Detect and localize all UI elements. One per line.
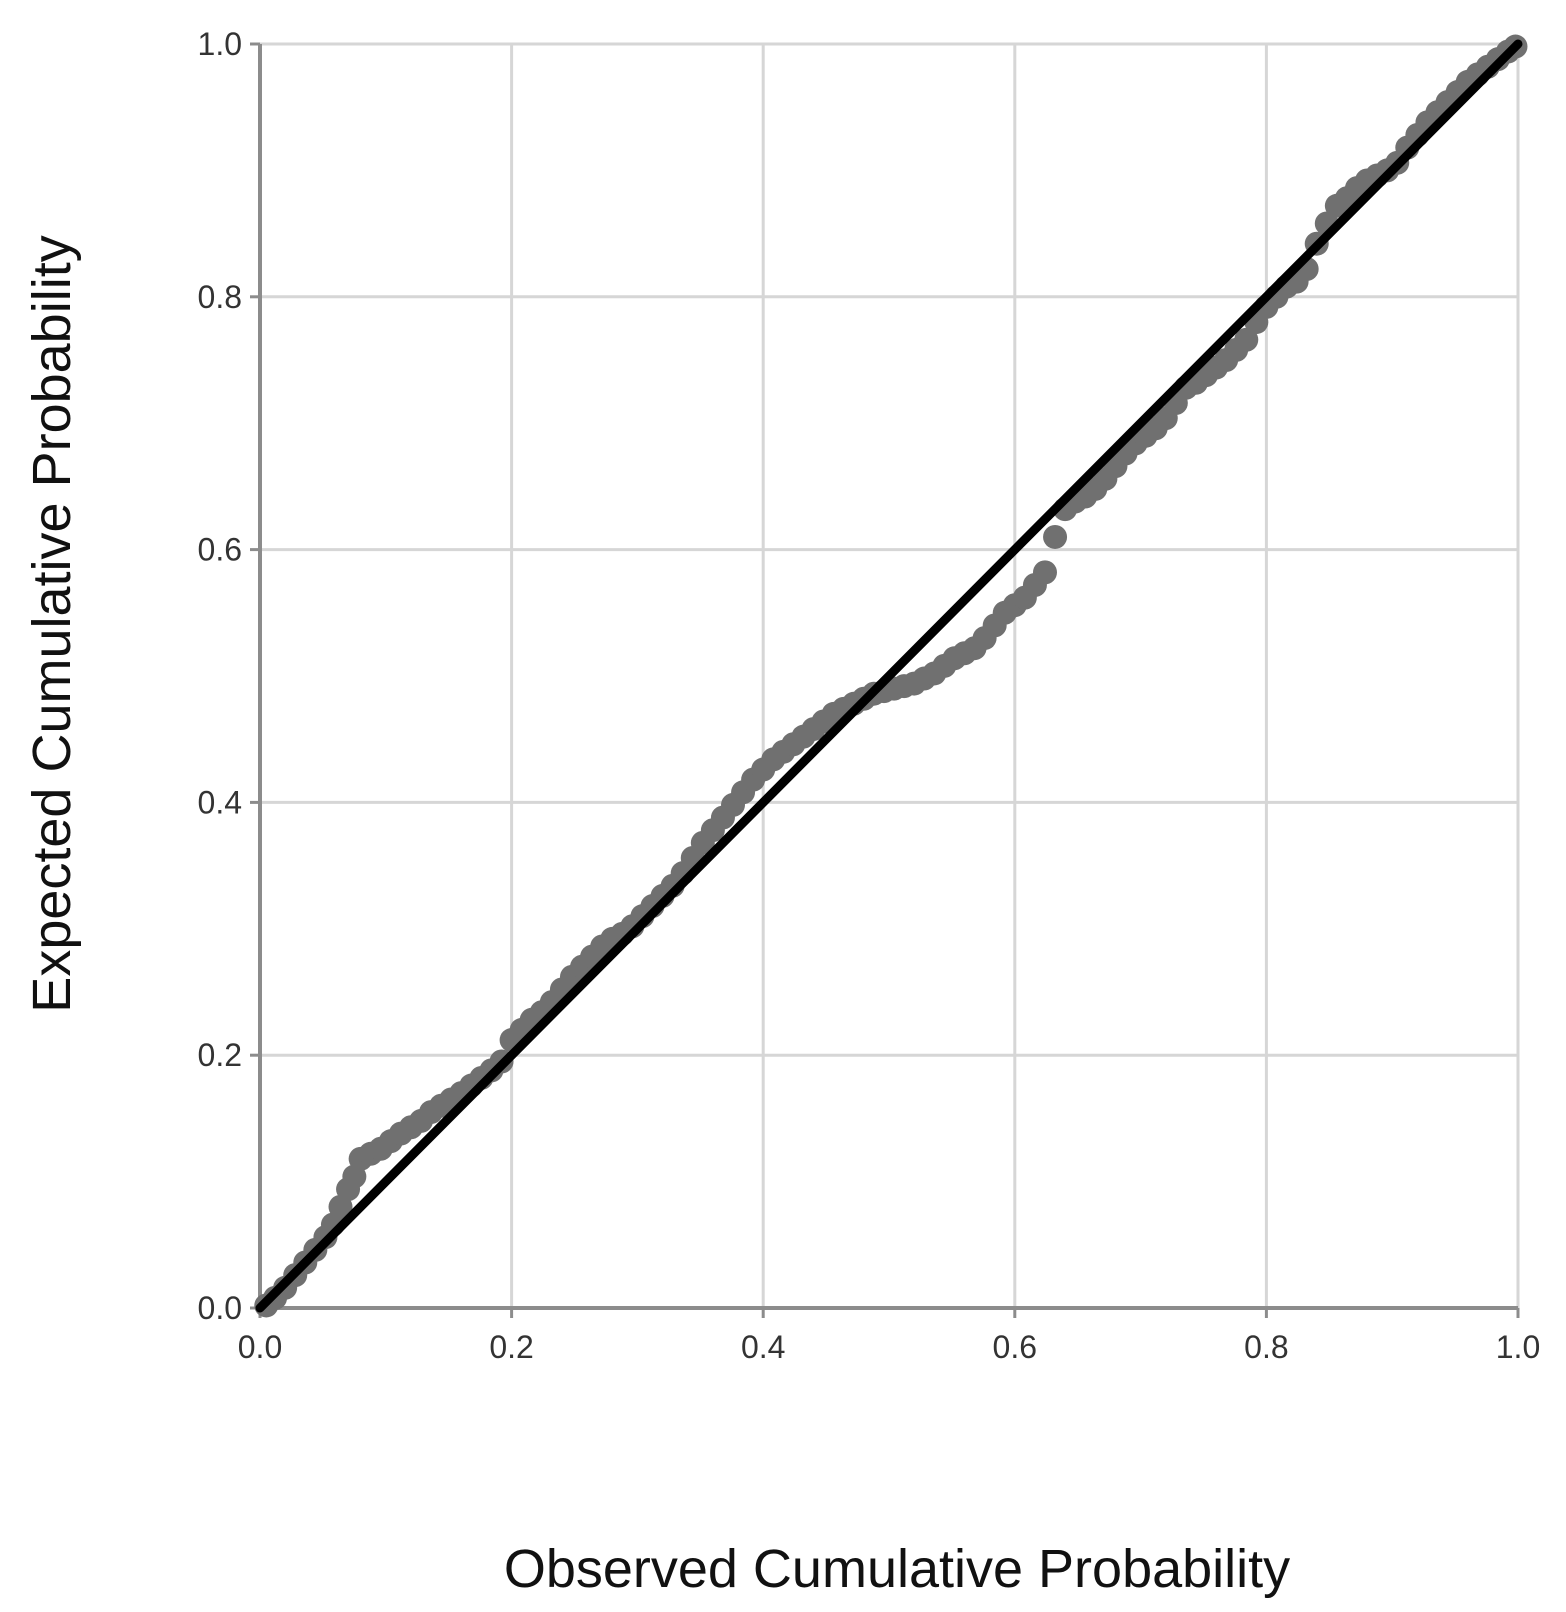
y-tick-label: 1.0 xyxy=(198,26,242,62)
x-tick-label: 0.4 xyxy=(741,1329,785,1365)
reference-line xyxy=(255,39,1523,1313)
x-axis-title: Observed Cumulative Probability xyxy=(504,1539,1290,1599)
data-point xyxy=(1234,327,1259,352)
grid xyxy=(260,42,1520,1308)
x-tick-label: 0.0 xyxy=(238,1329,282,1365)
x-tick-label: 1.0 xyxy=(1496,1329,1540,1365)
y-tick-label: 0.0 xyxy=(198,1290,242,1326)
y-tick-label: 0.6 xyxy=(198,532,242,568)
x-tick-label: 0.8 xyxy=(1244,1329,1288,1365)
tick-labels: 0.0 0.2 0.4 0.6 0.8 1.0 0.0 0.2 0.4 0.6 0.8 1.0 xyxy=(198,26,1541,1365)
y-axis-title: Expected Cumulative Probability xyxy=(22,235,82,1012)
y-tick-label: 0.4 xyxy=(198,784,242,820)
reference-line-group xyxy=(255,39,1523,1313)
x-tick-label: 0.2 xyxy=(489,1329,533,1365)
y-tick-label: 0.2 xyxy=(198,1037,242,1073)
x-tick-label: 0.6 xyxy=(993,1329,1037,1365)
data-point xyxy=(1032,560,1057,585)
data-point xyxy=(1043,524,1068,549)
y-tick-label: 0.8 xyxy=(198,279,242,315)
